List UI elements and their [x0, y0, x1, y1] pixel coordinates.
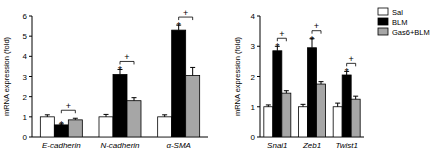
annotation: *: [310, 35, 314, 46]
y-tick: [257, 106, 260, 107]
error-bar: [73, 118, 78, 120]
y-tick: [29, 16, 32, 17]
bar: [158, 117, 172, 137]
y-axis-label: mRNA expression (fold): [2, 36, 11, 116]
y-axis-label: mRNA expression (fold): [233, 36, 242, 116]
y-tick-label: 2: [251, 73, 256, 82]
annotation: *: [345, 67, 349, 78]
bar: [113, 74, 127, 137]
annotation: +: [183, 8, 188, 18]
error-cap: [335, 103, 340, 104]
error-line: [337, 103, 338, 107]
bar: [40, 117, 54, 137]
legend-swatch: [378, 8, 388, 15]
bar: [186, 75, 200, 137]
error-cap: [190, 67, 195, 68]
y-tick-label: 3: [23, 73, 28, 82]
bar: [351, 99, 360, 137]
error-bar: [190, 67, 195, 75]
y-tick-label: 2: [23, 93, 28, 102]
annotation: *: [118, 65, 122, 76]
annotation: *: [59, 120, 63, 131]
y-tick: [29, 36, 32, 37]
legend-swatch: [378, 18, 388, 25]
bar: [273, 51, 282, 137]
error-bar: [104, 114, 109, 116]
y-tick: [257, 76, 260, 77]
error-bar: [353, 96, 358, 99]
error-cap: [353, 96, 358, 97]
legend-label: Sal: [392, 8, 403, 17]
y-tick-label: 6: [23, 12, 28, 21]
error-cap: [162, 114, 167, 115]
y-tick-label: 4: [23, 52, 28, 61]
bar: [308, 48, 317, 137]
error-bar: [45, 115, 50, 117]
figure: 0 1 2 3 4 5 6 mRNA expression (fold) E-cadherin N…: [0, 0, 443, 163]
error-bar: [319, 82, 324, 84]
y-tick-label: 3: [251, 42, 256, 51]
y-tick: [29, 96, 32, 97]
bar: [317, 84, 326, 137]
y-tick-label: 1: [251, 103, 256, 112]
legend-swatch: [378, 28, 388, 35]
error-bar: [162, 115, 167, 117]
y-tick: [29, 76, 32, 77]
annotation: +: [314, 21, 319, 31]
bar: [172, 30, 186, 137]
error-cap: [284, 90, 289, 91]
annotation: +: [349, 54, 354, 64]
legend-label: BLM: [392, 18, 407, 27]
x-tick-label: Zeb1: [302, 141, 321, 150]
y-tick-label: 5: [23, 32, 28, 41]
error-cap: [319, 81, 324, 82]
bar: [342, 75, 351, 137]
annotation: *: [177, 21, 181, 32]
y-tick: [257, 16, 260, 17]
error-cap: [73, 118, 78, 119]
annotation: +: [279, 29, 284, 39]
x-tick-label: Twist1: [335, 141, 358, 150]
x-tick-label: Snai1: [267, 141, 287, 150]
bar: [264, 107, 273, 137]
legend: SalBLMGas6+BLM: [378, 8, 430, 37]
error-bar: [266, 105, 271, 107]
bar: [99, 117, 113, 137]
bar: [282, 93, 291, 137]
panel: 0 1 2 3 4 mRNA expression (fold) Snai1 Zeb1 Twis…: [233, 8, 430, 151]
error-cap: [45, 114, 50, 115]
y-tick: [29, 56, 32, 57]
y-tick: [257, 46, 260, 47]
error-cap: [266, 104, 271, 105]
y-tick-label: 0: [23, 133, 28, 142]
annotation: +: [66, 101, 71, 111]
error-cap: [104, 114, 109, 115]
error-cap: [301, 104, 306, 105]
x-tick-label: N-cadherin: [100, 141, 140, 150]
y-tick: [29, 116, 32, 117]
y-tick-label: 4: [251, 12, 256, 21]
legend-label: Gas6+BLM: [392, 28, 430, 37]
error-bar: [132, 98, 137, 101]
y-tick-label: 1: [23, 113, 28, 122]
bar: [127, 101, 141, 137]
x-tick-label: α-SMA: [166, 141, 191, 150]
error-bar: [284, 91, 289, 93]
y-tick-label: 0: [251, 133, 256, 142]
y-tick: [257, 137, 260, 138]
bar: [333, 107, 342, 137]
bars: [264, 39, 360, 137]
bar: [68, 120, 82, 137]
y-tick: [29, 137, 32, 138]
annotation: *: [275, 42, 279, 53]
bars: [40, 25, 199, 137]
error-line: [192, 67, 193, 75]
bar: [299, 107, 308, 137]
error-bar: [335, 103, 340, 107]
error-cap: [132, 97, 137, 98]
x-tick-label: E-cadherin: [42, 141, 81, 150]
error-bar: [301, 104, 306, 106]
annotation: +: [124, 52, 129, 62]
panel: 0 1 2 3 4 5 6 mRNA expression (fold) E-cadherin N…: [2, 8, 208, 150]
